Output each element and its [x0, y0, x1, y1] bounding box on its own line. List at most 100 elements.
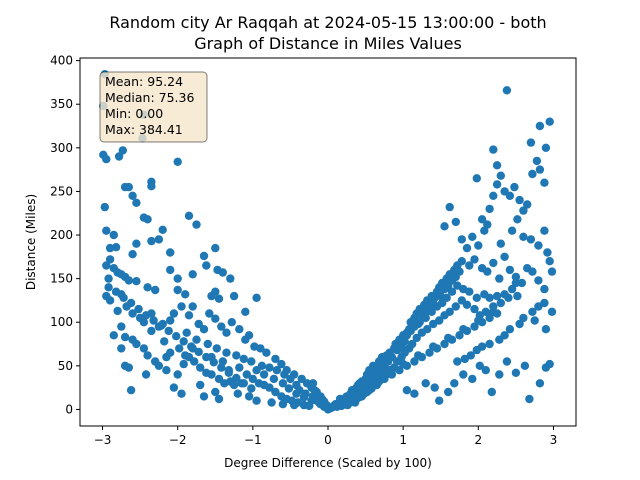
data-point: [256, 344, 265, 353]
data-point: [147, 182, 156, 191]
y-tick-label: 0: [65, 402, 73, 416]
data-point: [535, 121, 545, 131]
data-point: [211, 287, 220, 296]
data-point: [496, 298, 505, 308]
data-point: [111, 287, 121, 296]
data-point: [232, 373, 241, 383]
data-point: [184, 211, 194, 220]
data-point: [102, 226, 111, 235]
data-point: [120, 332, 130, 342]
data-point: [173, 157, 182, 166]
data-point: [179, 359, 188, 369]
data-point: [143, 351, 152, 360]
data-point: [224, 368, 233, 377]
data-point: [380, 359, 390, 369]
data-points: [99, 70, 557, 414]
data-point: [134, 304, 143, 314]
data-point: [440, 339, 449, 349]
data-point: [177, 302, 186, 311]
chart-title: Random city Ar Raqqah at 2024-05-15 13:0…: [109, 13, 546, 32]
data-point: [278, 379, 288, 388]
data-point: [495, 274, 504, 283]
data-point: [173, 274, 182, 283]
data-point: [427, 307, 436, 316]
data-point: [117, 322, 126, 331]
data-point: [435, 396, 444, 405]
y-tick-label: 200: [50, 228, 73, 242]
data-point: [265, 363, 274, 372]
data-point: [502, 86, 512, 95]
x-tick-label: 1: [399, 433, 407, 447]
data-point: [475, 361, 484, 370]
data-point: [227, 318, 236, 327]
data-point: [166, 248, 175, 257]
data-point: [447, 287, 457, 296]
data-point: [235, 325, 244, 334]
data-point: [205, 309, 214, 318]
data-point: [166, 316, 175, 325]
data-point: [211, 387, 220, 397]
data-point: [132, 198, 141, 207]
data-point: [104, 274, 113, 283]
data-point: [451, 217, 460, 227]
data-point: [511, 278, 521, 288]
data-point: [502, 357, 512, 366]
data-point: [472, 345, 481, 355]
data-point: [102, 261, 111, 270]
data-point: [540, 284, 549, 294]
data-point: [199, 392, 209, 401]
data-point: [507, 226, 517, 235]
data-point: [214, 294, 224, 303]
data-point: [229, 291, 239, 301]
data-point: [459, 325, 468, 334]
data-point: [172, 332, 181, 341]
data-point: [402, 331, 412, 340]
data-point: [154, 361, 164, 370]
data-point: [535, 379, 545, 388]
data-point: [496, 239, 505, 248]
data-point: [350, 398, 360, 407]
data-point: [269, 374, 279, 384]
data-point: [470, 255, 479, 264]
data-point: [432, 302, 442, 311]
data-point: [113, 306, 122, 316]
data-point: [151, 285, 160, 295]
data-point: [214, 394, 224, 404]
data-point: [109, 331, 119, 340]
data-point: [157, 321, 166, 330]
data-point: [470, 322, 479, 331]
data-point: [450, 379, 459, 388]
data-point: [280, 370, 289, 379]
data-point: [455, 267, 464, 276]
data-point: [444, 333, 453, 343]
data-point: [233, 389, 242, 398]
data-point: [451, 302, 460, 311]
data-point: [307, 396, 316, 405]
data-point: [188, 302, 197, 311]
data-point: [500, 252, 509, 261]
data-point: [252, 293, 261, 302]
data-point: [128, 309, 137, 318]
data-point: [278, 400, 288, 409]
data-point: [402, 386, 412, 395]
data-point: [139, 344, 149, 353]
data-point: [412, 333, 421, 343]
data-point: [177, 389, 186, 398]
data-point: [202, 261, 211, 270]
data-point: [505, 191, 515, 200]
data-point: [217, 363, 226, 372]
data-point: [417, 328, 427, 337]
x-axis-label: Degree Difference (Scaled by 100): [224, 456, 432, 470]
x-tick-label: −1: [244, 433, 262, 447]
y-tick-label: 300: [50, 141, 73, 155]
data-point: [526, 235, 536, 244]
data-point: [271, 354, 280, 364]
data-point: [341, 393, 351, 402]
data-point: [535, 165, 545, 174]
data-point: [179, 337, 188, 346]
data-point: [495, 335, 504, 344]
data-point: [277, 359, 286, 369]
data-point: [453, 281, 462, 290]
data-point: [511, 368, 521, 377]
data-point: [120, 182, 130, 192]
